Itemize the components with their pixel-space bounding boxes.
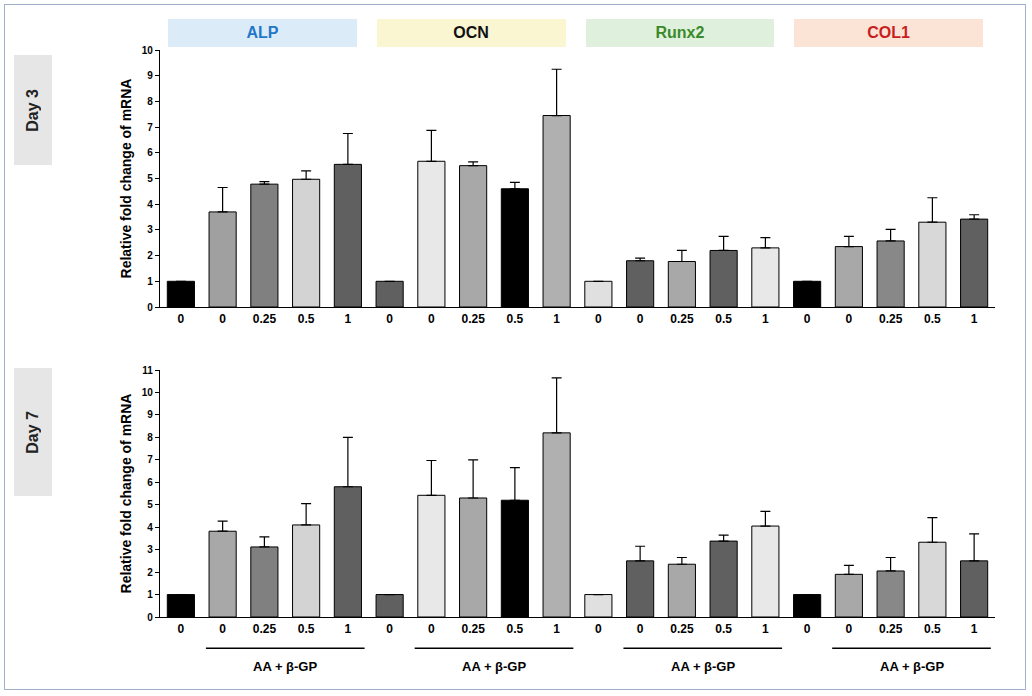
svg-text:0: 0 bbox=[428, 312, 435, 326]
svg-text:6: 6 bbox=[147, 477, 153, 488]
svg-text:0.5: 0.5 bbox=[298, 312, 315, 326]
svg-text:0: 0 bbox=[178, 622, 185, 636]
svg-text:0: 0 bbox=[637, 622, 644, 636]
html-text:Day 7: Day 7 bbox=[24, 410, 41, 454]
svg-text:AA + β-GP: AA + β-GP bbox=[880, 659, 944, 674]
svg-text:0: 0 bbox=[804, 312, 811, 326]
svg-text:10: 10 bbox=[142, 45, 154, 56]
svg-text:1: 1 bbox=[553, 622, 560, 636]
svg-text:2: 2 bbox=[147, 250, 153, 261]
svg-text:1: 1 bbox=[762, 312, 769, 326]
svg-text:0: 0 bbox=[219, 622, 226, 636]
svg-text:1: 1 bbox=[345, 312, 352, 326]
svg-text:8: 8 bbox=[147, 432, 153, 443]
svg-text:0.25: 0.25 bbox=[461, 622, 485, 636]
svg-text:4: 4 bbox=[147, 199, 153, 210]
svg-text:0.5: 0.5 bbox=[298, 622, 315, 636]
html-text:Day 3: Day 3 bbox=[24, 88, 41, 132]
svg-text:0: 0 bbox=[386, 622, 393, 636]
svg-text:0.5: 0.5 bbox=[507, 312, 524, 326]
svg-text:1: 1 bbox=[147, 589, 153, 600]
svg-text:0.5: 0.5 bbox=[924, 622, 941, 636]
svg-text:7: 7 bbox=[147, 122, 153, 133]
svg-text:Relative fold change of mRNA: Relative fold change of mRNA bbox=[118, 394, 134, 594]
svg-text:0.5: 0.5 bbox=[715, 622, 732, 636]
svg-text:1: 1 bbox=[762, 622, 769, 636]
svg-text:1: 1 bbox=[147, 276, 153, 287]
svg-text:5: 5 bbox=[147, 173, 153, 184]
svg-text:1: 1 bbox=[553, 312, 560, 326]
svg-text:AA + β-GP: AA + β-GP bbox=[462, 659, 526, 674]
svg-text:0.25: 0.25 bbox=[253, 622, 277, 636]
svg-text:0: 0 bbox=[147, 302, 153, 313]
html-text:OCN: OCN bbox=[453, 24, 489, 41]
svg-text:2: 2 bbox=[147, 567, 153, 578]
svg-text:9: 9 bbox=[147, 409, 153, 420]
svg-text:0: 0 bbox=[804, 622, 811, 636]
svg-text:9: 9 bbox=[147, 70, 153, 81]
svg-text:7: 7 bbox=[147, 454, 153, 465]
svg-text:Relative fold change of mRNA: Relative fold change of mRNA bbox=[118, 79, 134, 279]
html-text:COL1: COL1 bbox=[867, 24, 910, 41]
svg-text:0: 0 bbox=[386, 312, 393, 326]
svg-text:0.25: 0.25 bbox=[461, 312, 485, 326]
svg-text:3: 3 bbox=[147, 224, 153, 235]
html-text:ALP: ALP bbox=[246, 24, 279, 41]
svg-text:0: 0 bbox=[846, 622, 853, 636]
svg-text:1: 1 bbox=[345, 622, 352, 636]
svg-text:0: 0 bbox=[428, 622, 435, 636]
svg-text:10: 10 bbox=[142, 387, 154, 398]
svg-text:3: 3 bbox=[147, 544, 153, 555]
svg-text:0: 0 bbox=[595, 622, 602, 636]
svg-text:0.25: 0.25 bbox=[670, 312, 694, 326]
svg-text:0: 0 bbox=[595, 312, 602, 326]
svg-text:AA + β-GP: AA + β-GP bbox=[253, 659, 317, 674]
svg-text:0.5: 0.5 bbox=[924, 312, 941, 326]
svg-text:0.25: 0.25 bbox=[253, 312, 277, 326]
svg-text:0: 0 bbox=[178, 312, 185, 326]
svg-text:AA + β-GP: AA + β-GP bbox=[671, 659, 735, 674]
svg-text:0: 0 bbox=[637, 312, 644, 326]
svg-text:8: 8 bbox=[147, 96, 153, 107]
svg-text:1: 1 bbox=[971, 622, 978, 636]
svg-text:5: 5 bbox=[147, 499, 153, 510]
svg-text:4: 4 bbox=[147, 522, 153, 533]
svg-text:0.5: 0.5 bbox=[507, 622, 524, 636]
svg-text:0: 0 bbox=[846, 312, 853, 326]
svg-text:11: 11 bbox=[142, 365, 153, 376]
svg-text:6: 6 bbox=[147, 147, 153, 158]
svg-text:1: 1 bbox=[971, 312, 978, 326]
html-text:Runx2: Runx2 bbox=[655, 24, 705, 41]
svg-text:0: 0 bbox=[219, 312, 226, 326]
svg-text:0.25: 0.25 bbox=[879, 622, 903, 636]
svg-text:0.5: 0.5 bbox=[715, 312, 732, 326]
svg-text:0.25: 0.25 bbox=[670, 622, 694, 636]
svg-text:0.25: 0.25 bbox=[879, 312, 903, 326]
svg-text:0: 0 bbox=[147, 612, 153, 623]
